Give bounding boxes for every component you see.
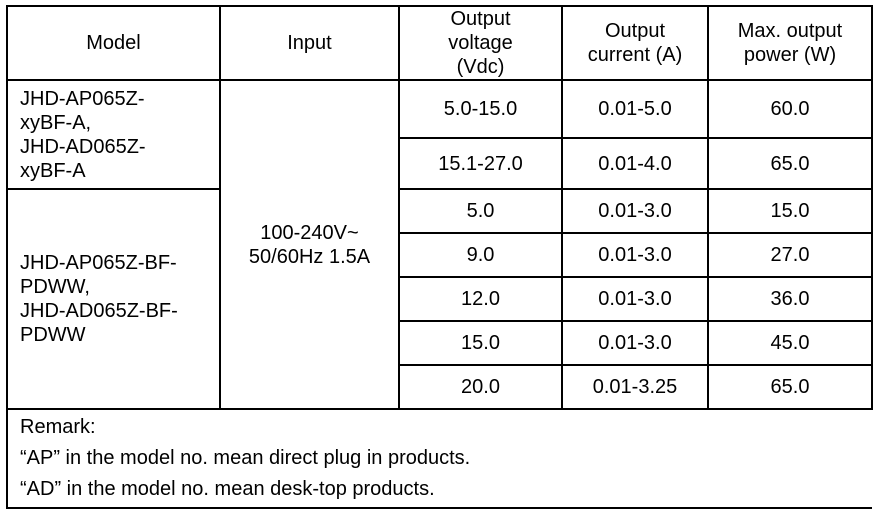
voltage-cell: 5.0-15.0: [398, 79, 563, 139]
table-row: 9.0 0.01-3.0 27.0: [7, 232, 873, 278]
header-model: Model: [6, 5, 221, 81]
remark-line: “AP” in the model no. mean direct plug i…: [20, 447, 471, 469]
voltage-cell: 20.0: [398, 364, 563, 410]
voltage-cell: 15.0: [398, 320, 563, 366]
power-cell: 65.0: [707, 137, 873, 190]
power-cell: 36.0: [707, 276, 873, 322]
table-row: JHD-AP065Z-BF- PDWW, JHD-AD065Z-BF- PDWW…: [6, 188, 873, 410]
current-cell: 0.01-5.0: [561, 79, 709, 139]
model-cell: JHD-AP065Z-BF- PDWW, JHD-AD065Z-BF- PDWW: [6, 188, 221, 410]
current-cell: 0.01-3.0: [561, 320, 709, 366]
current-cell: 0.01-3.0: [561, 188, 709, 234]
table-row: JHD-AP065Z- xyBF-A, JHD-AD065Z- xyBF-A 1…: [6, 79, 873, 410]
current-cell: 0.01-3.0: [561, 276, 709, 322]
header-input: Input: [219, 5, 400, 81]
header-output-current: Output current (A): [561, 5, 709, 81]
remark-cell: Remark: “AP” in the model no. mean direc…: [6, 408, 872, 509]
remark-title: Remark:: [20, 416, 96, 438]
power-cell: 45.0: [707, 320, 873, 366]
current-cell: 0.01-4.0: [561, 137, 709, 190]
power-cell: 65.0: [707, 364, 873, 410]
header-row: Model Input Output voltage (Vdc) Output …: [6, 5, 873, 81]
power-cell: 27.0: [707, 232, 873, 278]
voltage-cell: 15.1-27.0: [398, 137, 563, 190]
header-max-power: Max. output power (W): [707, 5, 873, 81]
table-row: 15.1-27.0 0.01-4.0 65.0: [7, 137, 873, 190]
remark-row: Remark: “AP” in the model no. mean direc…: [6, 408, 872, 509]
voltage-cell: 9.0: [398, 232, 563, 278]
voltage-cell: 5.0: [398, 188, 563, 234]
table-row: 15.0 0.01-3.0 45.0: [7, 320, 873, 366]
specification-table: Model Input Output voltage (Vdc) Output …: [6, 5, 873, 509]
voltage-cell: 12.0: [398, 276, 563, 322]
power-cell: 15.0: [707, 188, 873, 234]
remark-line: “AD” in the model no. mean desk-top prod…: [20, 478, 435, 500]
table-row: 12.0 0.01-3.0 36.0: [7, 276, 873, 322]
table-row: 20.0 0.01-3.25 65.0: [7, 364, 873, 410]
header-output-voltage: Output voltage (Vdc): [398, 5, 563, 81]
power-cell: 60.0: [707, 79, 873, 139]
current-cell: 0.01-3.25: [561, 364, 709, 410]
model-cell: JHD-AP065Z- xyBF-A, JHD-AD065Z- xyBF-A: [6, 79, 221, 190]
current-cell: 0.01-3.0: [561, 232, 709, 278]
input-cell: 100-240V~ 50/60Hz 1.5A: [219, 79, 400, 410]
